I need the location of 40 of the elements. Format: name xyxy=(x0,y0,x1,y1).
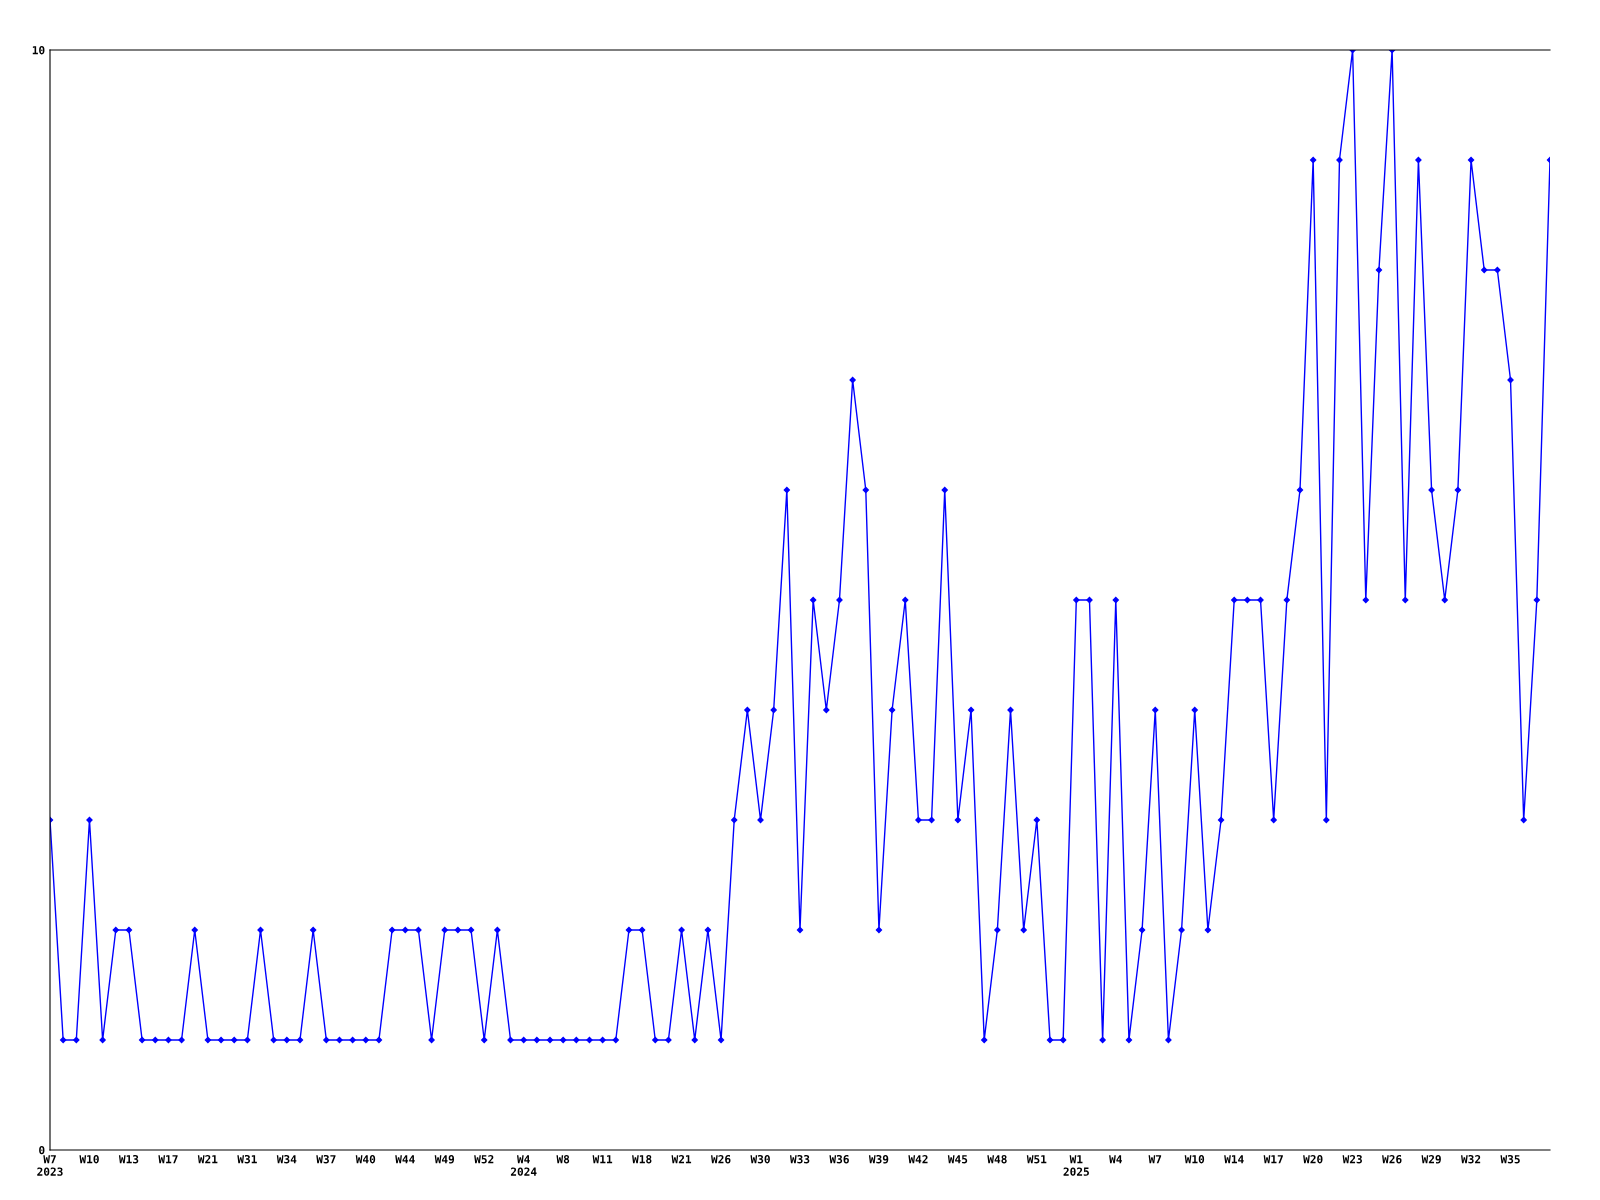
x-tick-label: W35 xyxy=(1500,1155,1520,1164)
x-tick-label: W44 xyxy=(395,1155,415,1164)
x-tick-label: W40 xyxy=(355,1155,376,1164)
x-tick-label: W7 2023 xyxy=(37,1155,63,1176)
x-tick-label: W7 xyxy=(1148,1155,1162,1164)
y-tick-label: 10 xyxy=(32,46,45,55)
x-tick-label: W51 xyxy=(1026,1155,1047,1164)
x-tick-label: W30 xyxy=(750,1155,770,1164)
x-tick-label: W13 xyxy=(118,1155,139,1164)
x-tick-label: W10 xyxy=(79,1155,99,1164)
x-tick-label: W26 xyxy=(711,1155,731,1164)
x-tick-label: W48 xyxy=(987,1155,1007,1164)
x-tick-label: W4 xyxy=(1109,1155,1122,1164)
x-tick-label: W29 xyxy=(1421,1155,1441,1164)
x-tick-label: W14 xyxy=(1224,1155,1244,1164)
x-tick-label: W32 xyxy=(1461,1155,1481,1164)
x-tick-label: W17 xyxy=(158,1155,178,1164)
x-tick-label: W33 xyxy=(789,1155,810,1164)
x-tick-label: W21 xyxy=(197,1155,218,1164)
x-tick-label: W8 xyxy=(556,1155,570,1164)
x-tick-label: W34 xyxy=(276,1155,297,1164)
x-tick-label: W21 xyxy=(671,1155,692,1164)
x-tick-label: W20 xyxy=(1303,1155,1323,1164)
x-tick-label: W23 xyxy=(1342,1155,1362,1164)
x-tick-label: W17 xyxy=(1263,1155,1283,1164)
x-tick-label: W37 xyxy=(316,1155,336,1164)
x-tick-label: W31 xyxy=(237,1155,257,1164)
x-tick-label: W18 xyxy=(632,1155,652,1164)
x-tick-label: W45 xyxy=(947,1155,968,1164)
x-tick-label: W39 xyxy=(868,1155,889,1164)
x-tick-label: W26 xyxy=(1382,1155,1402,1164)
x-tick-label: W11 xyxy=(592,1155,613,1164)
y-tick-label: 0 xyxy=(39,1145,45,1155)
x-tick-label: W4 2024 xyxy=(510,1155,537,1176)
x-tick-label: W36 xyxy=(829,1155,849,1164)
x-tick-label: W10 xyxy=(1184,1155,1205,1164)
x-tick-label: W1 2025 xyxy=(1063,1155,1089,1176)
x-tick-label: W42 xyxy=(908,1155,928,1164)
x-tick-label: W52 xyxy=(474,1155,494,1164)
x-tick-label: W49 xyxy=(434,1155,455,1164)
